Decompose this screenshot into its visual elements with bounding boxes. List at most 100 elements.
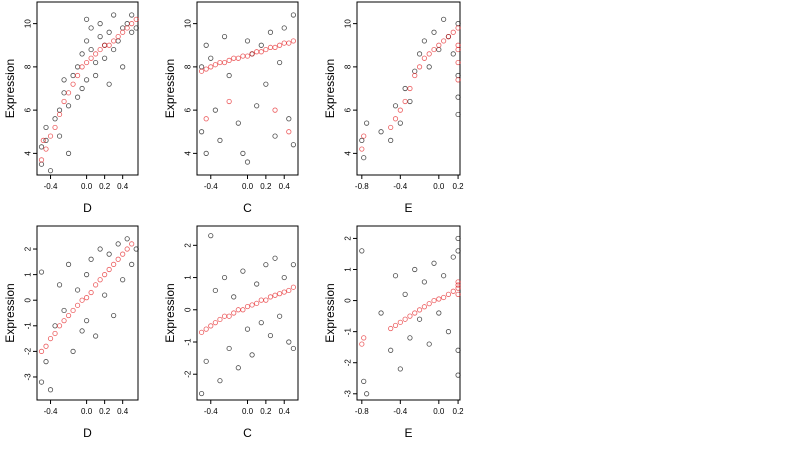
scatter-series bbox=[198, 284, 297, 335]
data-point bbox=[88, 46, 94, 53]
data-point bbox=[421, 38, 427, 44]
data-point bbox=[79, 297, 85, 303]
data-point bbox=[361, 155, 367, 161]
data-point bbox=[402, 98, 408, 105]
x-tick-label: 0.0 bbox=[433, 182, 445, 191]
y-tick-label: -1 bbox=[344, 328, 353, 336]
data-point bbox=[43, 146, 49, 152]
data-point bbox=[65, 150, 72, 156]
data-point bbox=[52, 330, 58, 337]
data-point bbox=[258, 320, 264, 326]
plot-frame bbox=[36, 225, 139, 401]
data-point bbox=[441, 16, 447, 22]
data-point bbox=[249, 352, 255, 358]
data-point bbox=[217, 378, 223, 384]
data-point bbox=[267, 294, 274, 300]
data-point bbox=[441, 294, 447, 301]
scatter-series bbox=[198, 233, 297, 397]
data-point bbox=[124, 21, 130, 27]
data-point bbox=[111, 312, 117, 319]
data-point bbox=[388, 347, 394, 353]
data-point bbox=[198, 390, 205, 397]
data-point bbox=[198, 129, 205, 135]
y-tick-label: -3 bbox=[24, 373, 33, 381]
data-point bbox=[198, 329, 205, 335]
data-point bbox=[455, 46, 461, 53]
data-point bbox=[359, 341, 365, 347]
x-tick-label: 0.2 bbox=[260, 182, 272, 191]
y-axis-title: Expression bbox=[163, 283, 177, 342]
data-point bbox=[120, 25, 126, 31]
data-point bbox=[412, 68, 418, 74]
data-point bbox=[455, 248, 461, 254]
data-point bbox=[38, 269, 45, 275]
data-point bbox=[129, 261, 135, 267]
scatter-panel: -0.4 0.0 0.2 0.4 -3 -2 -1 0 1 2 D Expression bbox=[3, 225, 139, 440]
data-point bbox=[231, 294, 237, 300]
data-point bbox=[133, 246, 139, 252]
data-point bbox=[426, 341, 432, 347]
data-point bbox=[267, 44, 274, 51]
plot-frame bbox=[36, 1, 139, 176]
x-axis-title: D bbox=[83, 426, 92, 440]
data-point bbox=[74, 72, 81, 79]
data-point bbox=[254, 300, 260, 306]
data-point bbox=[436, 310, 442, 316]
data-point bbox=[52, 323, 58, 329]
data-point bbox=[416, 64, 423, 70]
data-point bbox=[65, 90, 72, 96]
x-axis-title: E bbox=[404, 426, 412, 440]
data-point bbox=[277, 313, 283, 319]
data-point bbox=[70, 307, 76, 314]
x-tick-label: 0.4 bbox=[117, 407, 129, 416]
data-point bbox=[378, 129, 384, 135]
data-point bbox=[249, 302, 255, 308]
x-tick-label: 0.2 bbox=[453, 407, 465, 416]
data-point bbox=[43, 343, 49, 349]
data-point bbox=[93, 72, 99, 79]
x-tick-label: -0.4 bbox=[44, 182, 58, 191]
data-point bbox=[83, 59, 90, 66]
y-tick-label: 1 bbox=[184, 275, 193, 280]
data-point bbox=[231, 55, 237, 61]
y-tick-label: 1 bbox=[24, 272, 33, 277]
data-point bbox=[244, 159, 251, 165]
data-point bbox=[97, 277, 103, 283]
data-point bbox=[455, 77, 461, 83]
data-point bbox=[290, 284, 297, 290]
data-point bbox=[124, 236, 130, 242]
data-point bbox=[106, 266, 112, 273]
data-point bbox=[217, 137, 223, 143]
data-point bbox=[277, 59, 283, 66]
data-point bbox=[364, 391, 370, 397]
y-axis-title: Expression bbox=[3, 59, 17, 118]
data-point bbox=[56, 111, 63, 118]
data-point bbox=[61, 90, 67, 96]
data-point bbox=[258, 42, 264, 48]
data-point bbox=[93, 51, 99, 57]
data-point bbox=[272, 255, 278, 261]
data-point bbox=[102, 42, 108, 48]
data-point bbox=[97, 246, 103, 252]
data-point bbox=[254, 49, 260, 55]
data-point bbox=[61, 98, 67, 105]
data-point bbox=[281, 40, 287, 46]
data-point bbox=[124, 25, 130, 31]
data-point bbox=[217, 316, 223, 323]
x-tick-label: -0.4 bbox=[204, 407, 218, 416]
data-point bbox=[416, 51, 423, 57]
data-point bbox=[412, 72, 418, 79]
data-point bbox=[455, 347, 461, 353]
data-point bbox=[263, 297, 269, 303]
data-point bbox=[361, 378, 367, 384]
data-point bbox=[124, 246, 130, 252]
data-point bbox=[61, 307, 67, 314]
data-point bbox=[412, 266, 418, 273]
data-point bbox=[431, 260, 437, 266]
data-point bbox=[88, 25, 94, 31]
data-point bbox=[74, 64, 81, 70]
y-tick-label: 2 bbox=[184, 243, 193, 248]
data-point bbox=[83, 77, 90, 83]
data-point bbox=[392, 273, 399, 279]
data-point bbox=[133, 16, 139, 22]
